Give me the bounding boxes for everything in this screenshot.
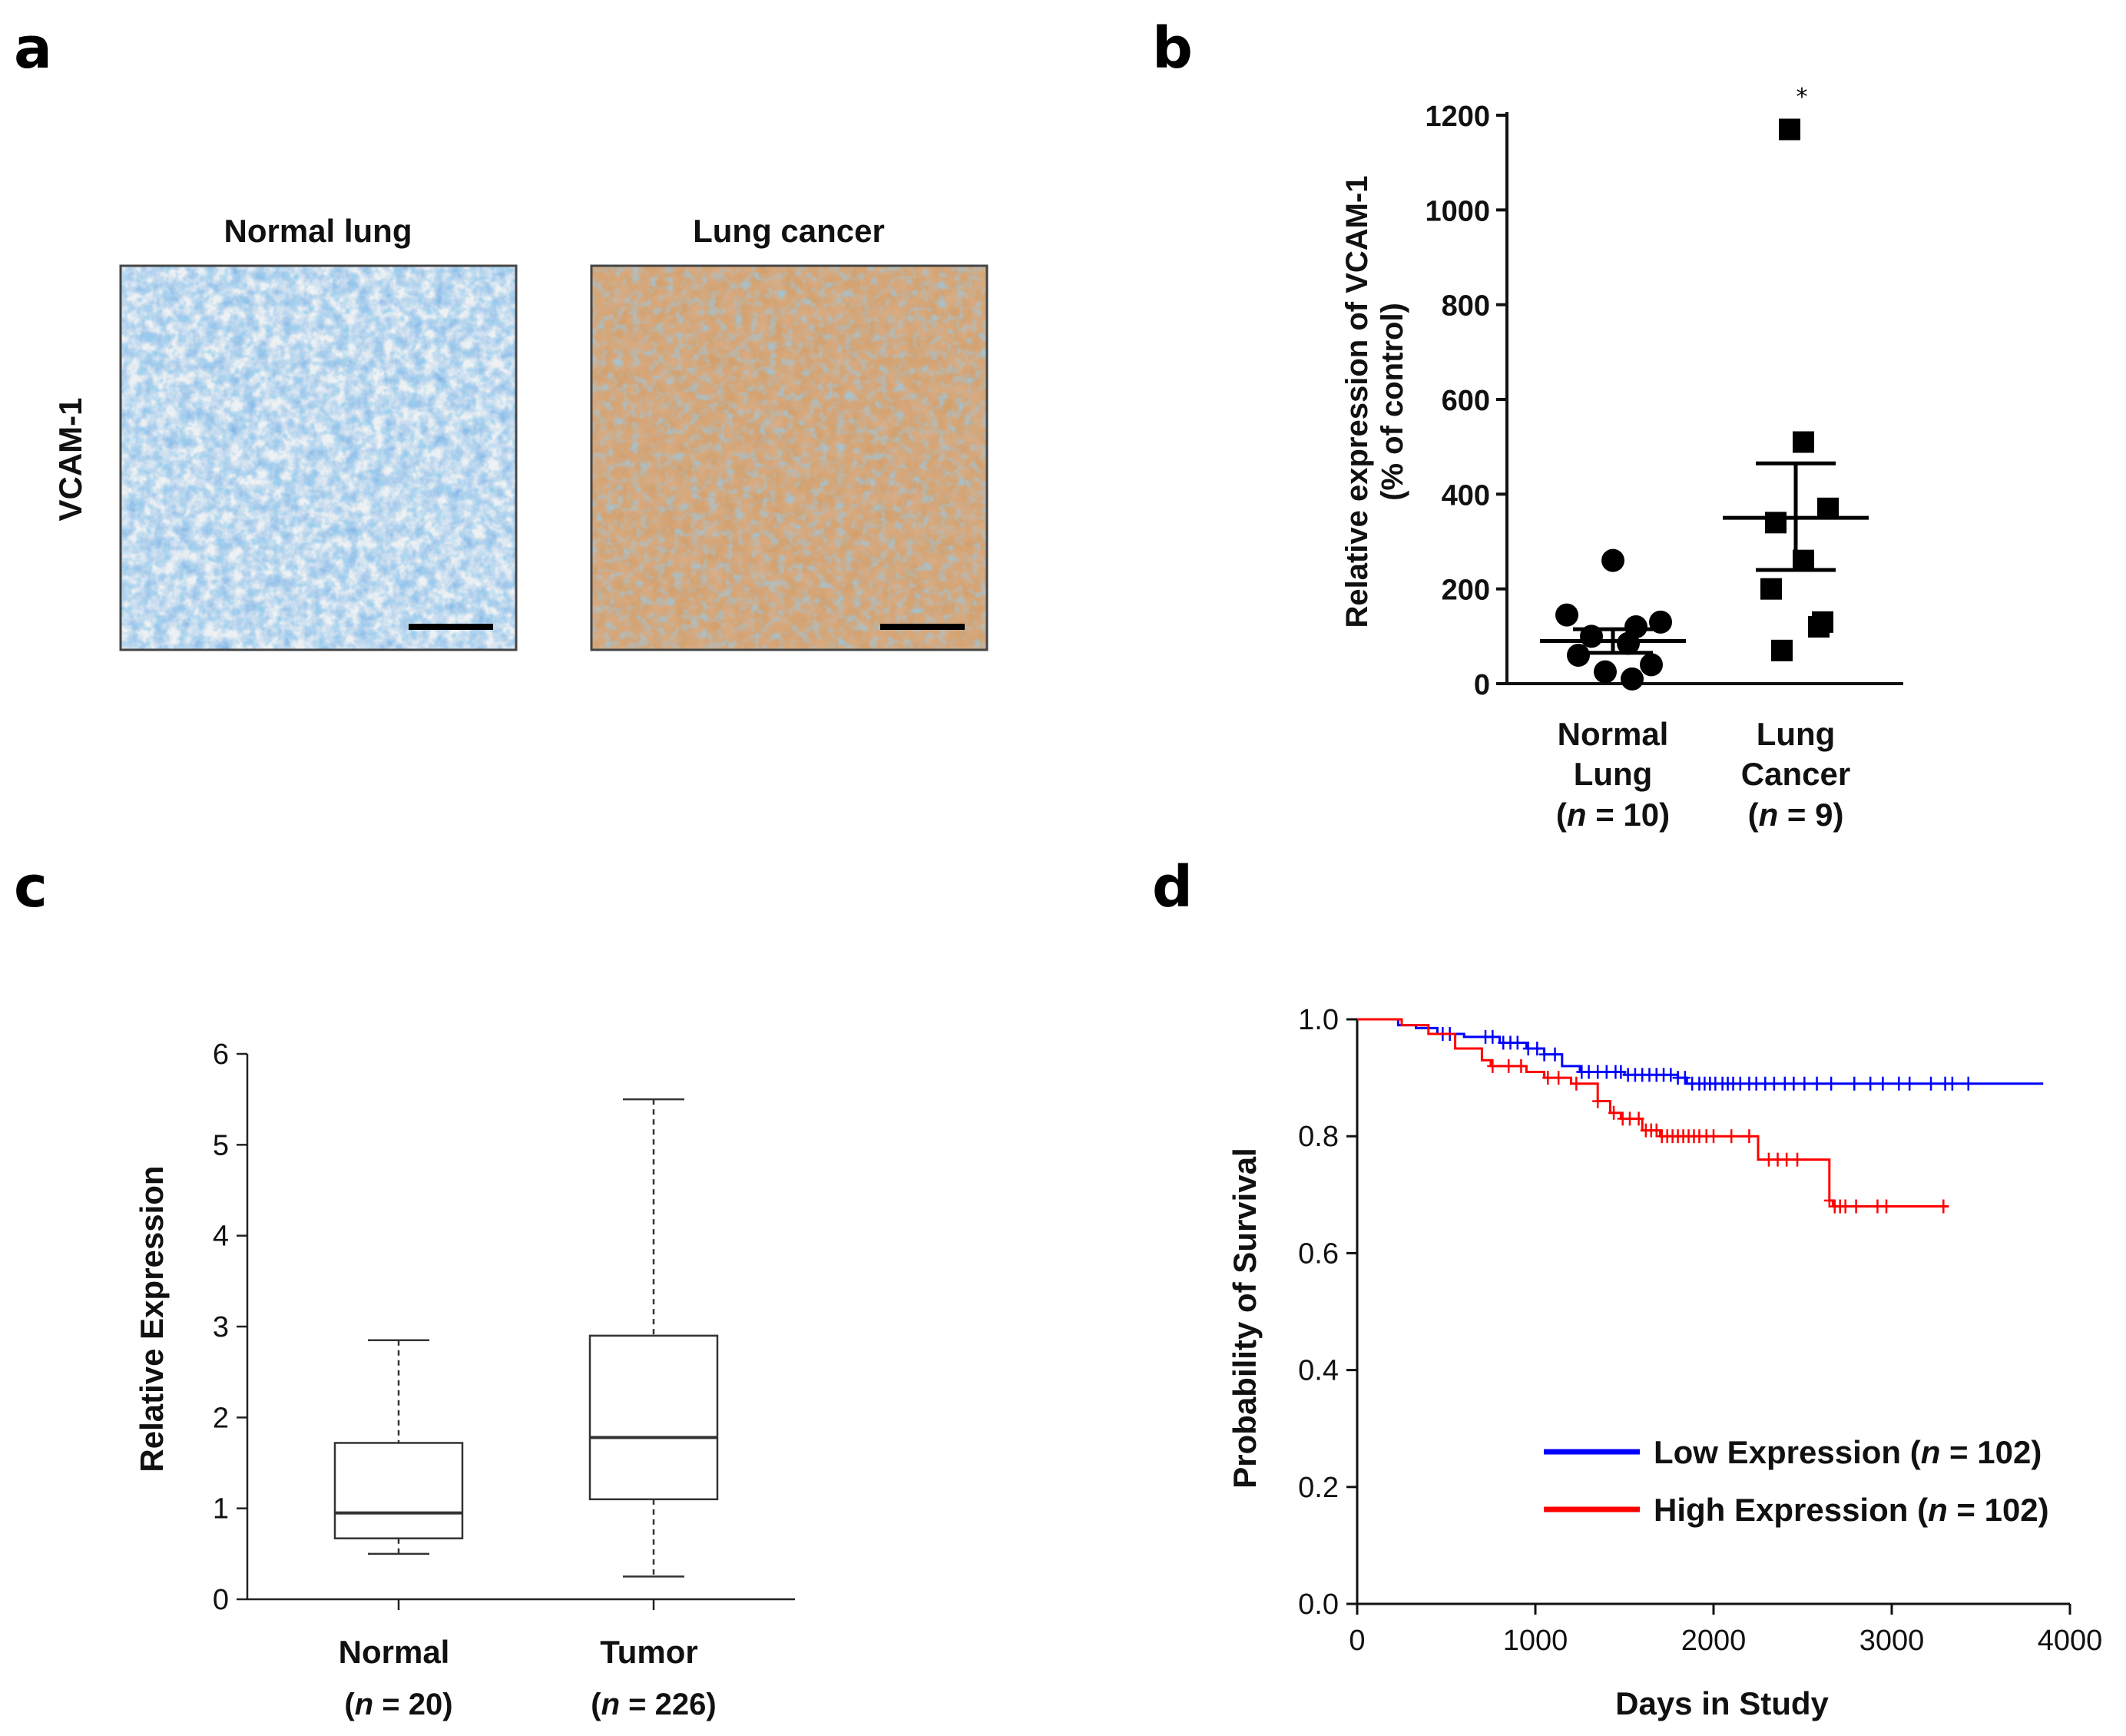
- y-axis-label: Relative Expression: [134, 1165, 170, 1472]
- legend-label: High Expression (n = 102): [1654, 1492, 2049, 1528]
- iqr-box: [333, 1442, 464, 1539]
- x-category-n: (n = 10): [1556, 797, 1670, 833]
- x-category-n: (n = 9): [1748, 797, 1844, 833]
- column-label-lung-cancer: Lung cancer: [693, 213, 885, 249]
- y-tick-label: 1.0: [1298, 1004, 1339, 1036]
- data-point: [1621, 667, 1644, 691]
- x-category-label: Normal: [339, 1634, 450, 1670]
- x-tick-label: 0: [1349, 1625, 1365, 1657]
- data-point: [1649, 610, 1672, 634]
- y-axis-label: Probability of Survival: [1227, 1148, 1263, 1488]
- y-tick-label: 0.8: [1298, 1121, 1339, 1153]
- data-point: [1817, 497, 1839, 519]
- y-axis-label-unit: (% of control): [1376, 303, 1409, 501]
- y-tick-label: 3: [213, 1311, 229, 1343]
- y-tick-label: 400: [1442, 479, 1490, 512]
- data-point: [1760, 578, 1782, 600]
- y-tick-label: 0: [1474, 669, 1490, 701]
- x-category-label: Lung: [1757, 716, 1836, 752]
- iqr-box: [588, 1334, 719, 1501]
- survival-curve: [1357, 1018, 1949, 1208]
- data-point: [1765, 512, 1787, 534]
- x-category-label: Normal: [1558, 716, 1669, 752]
- y-tick-label: 0.4: [1298, 1355, 1339, 1387]
- lung-cancer-micrograph: [590, 264, 988, 651]
- panel-b-scatter: Relative expression of VCAM-1 (% of cont…: [1340, 84, 1903, 833]
- x-axis-label: Days in Study: [1615, 1685, 1829, 1721]
- y-tick-label: 0.6: [1298, 1237, 1339, 1270]
- y-tick-label: 6: [213, 1039, 229, 1071]
- x-category-label: Tumor: [600, 1634, 698, 1670]
- y-tick-label: 1000: [1425, 195, 1490, 227]
- y-tick-label: 1200: [1425, 101, 1490, 133]
- x-tick-label: 3000: [1859, 1625, 1925, 1657]
- data-point: [1601, 548, 1624, 572]
- panel-letter-a: a: [14, 15, 52, 81]
- data-point: [1617, 631, 1640, 655]
- data-point: [1594, 660, 1617, 684]
- y-tick-label: 5: [213, 1129, 229, 1161]
- data-point: [1567, 644, 1590, 667]
- panel-d-survival: Probability of Survival Days in Study 0.…: [1227, 1004, 2102, 1721]
- data-point: [1779, 118, 1800, 141]
- data-point: [1771, 639, 1793, 661]
- x-tick-label: 2000: [1681, 1625, 1747, 1657]
- y-tick-label: 2: [213, 1402, 229, 1434]
- column-label-normal-lung: Normal lung: [224, 213, 412, 249]
- y-tick-label: 4: [213, 1221, 229, 1253]
- x-tick-label: 1000: [1503, 1625, 1568, 1657]
- y-axis-label: Relative expression of VCAM-1: [1340, 175, 1374, 628]
- panel-letter-d: d: [1152, 854, 1193, 920]
- y-tick-label: 0: [213, 1584, 229, 1616]
- data-point: [1808, 616, 1830, 638]
- x-category-label: Cancer: [1741, 756, 1850, 792]
- panel-a: Normal lung Lung cancer VCAM-1: [52, 213, 988, 651]
- y-tick-label: 0.2: [1298, 1472, 1339, 1504]
- panel-c-boxplot: Relative Expression 0 1 2 3 4 5 6 Normal (n = 2…: [134, 1039, 795, 1721]
- data-point: [1793, 431, 1814, 453]
- legend-label: Low Expression (n = 102): [1654, 1434, 2042, 1470]
- y-tick-label: 1: [213, 1493, 229, 1526]
- survival-curve: [1357, 1018, 2044, 1085]
- panel-letter-b: b: [1152, 15, 1193, 81]
- scale-bar: [880, 624, 965, 630]
- x-category-label: Lung: [1574, 756, 1653, 792]
- normal-lung-micrograph: [119, 264, 518, 651]
- x-category-n: (n = 20): [344, 1688, 452, 1721]
- x-category-n: (n = 226): [591, 1688, 716, 1721]
- row-label-vcam1: VCAM-1: [52, 397, 88, 521]
- significance-asterisk: *: [1797, 84, 1808, 111]
- data-point: [1640, 653, 1663, 677]
- y-tick-label: 200: [1442, 575, 1490, 607]
- y-tick-label: 600: [1442, 385, 1490, 417]
- y-tick-label: 800: [1442, 290, 1490, 323]
- x-tick-label: 4000: [2038, 1625, 2103, 1657]
- data-point: [1555, 603, 1578, 627]
- y-tick-label: 0.0: [1298, 1589, 1339, 1621]
- scale-bar: [409, 624, 493, 630]
- panel-letter-c: c: [14, 854, 48, 920]
